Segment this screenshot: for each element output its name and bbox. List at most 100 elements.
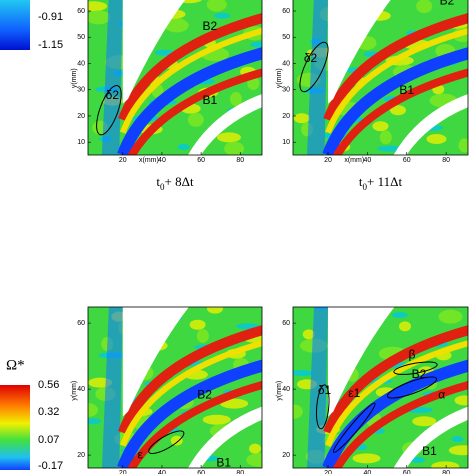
y-tick-label: 40 — [77, 60, 85, 67]
vortex-band — [322, 47, 468, 155]
vortex-band — [127, 68, 262, 155]
patch — [293, 370, 314, 377]
patch — [391, 312, 408, 319]
x-tick-label: 20 — [324, 157, 332, 164]
patch — [458, 138, 468, 153]
y-tick-label: 40 — [282, 60, 290, 67]
patch — [177, 144, 190, 150]
y-tick-label: 40 — [282, 386, 290, 393]
y-tick-label: 60 — [282, 320, 290, 327]
highlight-ellipse — [386, 376, 438, 399]
annotation: β — [409, 347, 416, 361]
patch — [399, 321, 411, 332]
mask-region — [328, 0, 391, 104]
patch — [302, 329, 315, 340]
patch — [451, 436, 464, 443]
patch — [426, 134, 447, 144]
y-axis-label: y(mm) — [276, 381, 283, 401]
mask-arc — [393, 94, 468, 155]
y-tick-label: 60 — [282, 8, 290, 15]
caption-rest: + 8Δt — [165, 174, 194, 189]
patch — [379, 130, 392, 145]
mask-region — [122, 307, 189, 417]
x-tick-label: 20 — [324, 470, 332, 474]
x-tick-label: 40 — [363, 470, 371, 474]
y-tick-label: 20 — [282, 113, 290, 120]
x-tick-label: 60 — [403, 157, 411, 164]
patch — [454, 395, 468, 406]
patch — [352, 453, 381, 464]
x-tick-label: 80 — [442, 470, 450, 474]
vortex-band — [325, 340, 468, 447]
colorbar-label: 0.07 — [38, 434, 59, 446]
vortex-band — [117, 359, 262, 468]
x-tick-label: 80 — [442, 157, 450, 164]
vortex-band — [323, 13, 468, 122]
patch — [196, 328, 209, 343]
patch — [189, 319, 206, 330]
mask-region — [328, 307, 395, 417]
panel: 60 50 40 30 20 10 20 40 60 80 y(mm) x(mm) B2 B1 δ2 t0+ … — [276, 0, 469, 192]
caption: t0+ 11Δt — [359, 174, 403, 192]
colorbar-label: 0.56 — [38, 379, 59, 391]
patch — [372, 121, 389, 132]
annotation: B2 — [202, 19, 217, 33]
y-axis-label: y(mm) — [71, 381, 78, 401]
caption: t0+ 8Δt — [156, 174, 194, 192]
vortex-band — [332, 380, 468, 468]
y-tick-label: 10 — [77, 139, 85, 146]
caption-sub: 0 — [160, 182, 165, 192]
mask-arc — [188, 406, 262, 468]
patch — [164, 18, 189, 33]
colorbar-label: -0.17 — [38, 460, 63, 472]
caption-sub: 0 — [363, 182, 368, 192]
axes-frame — [292, 306, 469, 469]
y-tick-label: 10 — [282, 139, 290, 146]
patch — [216, 132, 241, 143]
y-tick-label: 30 — [282, 87, 290, 94]
patch — [293, 113, 310, 124]
panel: 60 40 20 20 40 60 80 y(mm) β B2 α δ1 ε1 B1 — [276, 306, 469, 474]
highlight-ellipse — [148, 430, 185, 455]
highlight-ellipse — [96, 85, 122, 136]
annotation: δ1 — [318, 383, 332, 397]
colorbar-label: -0.91 — [38, 11, 63, 23]
y-tick-label: 50 — [77, 34, 85, 41]
vortex-band — [118, 325, 262, 435]
y-axis-label: y(mm) — [71, 68, 78, 88]
contour-map — [88, 307, 262, 468]
x-axis-label: x(mm) — [139, 157, 159, 164]
blue-streak — [307, 0, 328, 155]
patch — [207, 307, 224, 314]
patch — [187, 112, 204, 127]
colorbar-top — [0, 0, 30, 50]
x-tick-label: 60 — [403, 470, 411, 474]
annotation: B2 — [440, 0, 455, 8]
patch — [438, 309, 463, 324]
x-tick-label: 40 — [158, 157, 166, 164]
mask-region — [122, 0, 186, 104]
vortex-band — [118, 13, 262, 122]
patch — [202, 414, 231, 425]
mask-arc — [188, 94, 262, 155]
x-tick-label: 80 — [236, 470, 244, 474]
contour-map — [88, 0, 262, 155]
colorbar-symbol: Ω* — [6, 357, 25, 373]
blue-streak — [101, 307, 123, 468]
annotation: δ2 — [304, 51, 318, 65]
annotation: B2 — [197, 388, 212, 402]
panel: 60 40 20 20 40 60 80 y(mm) B2 B1 ε — [71, 306, 263, 474]
annotation: ε — [138, 447, 144, 461]
patch — [249, 443, 262, 454]
caption-base: t — [156, 174, 160, 189]
vortex-band — [325, 27, 468, 134]
vortex-band — [117, 47, 262, 155]
x-axis-label: x(mm) — [344, 157, 364, 164]
y-tick-label: 20 — [77, 452, 85, 459]
y-tick-label: 60 — [77, 320, 85, 327]
highlight-ellipse — [315, 384, 330, 430]
annotation: ε1 — [348, 386, 360, 400]
x-tick-label: 40 — [158, 470, 166, 474]
x-tick-label: 60 — [197, 470, 205, 474]
patch — [213, 12, 230, 19]
